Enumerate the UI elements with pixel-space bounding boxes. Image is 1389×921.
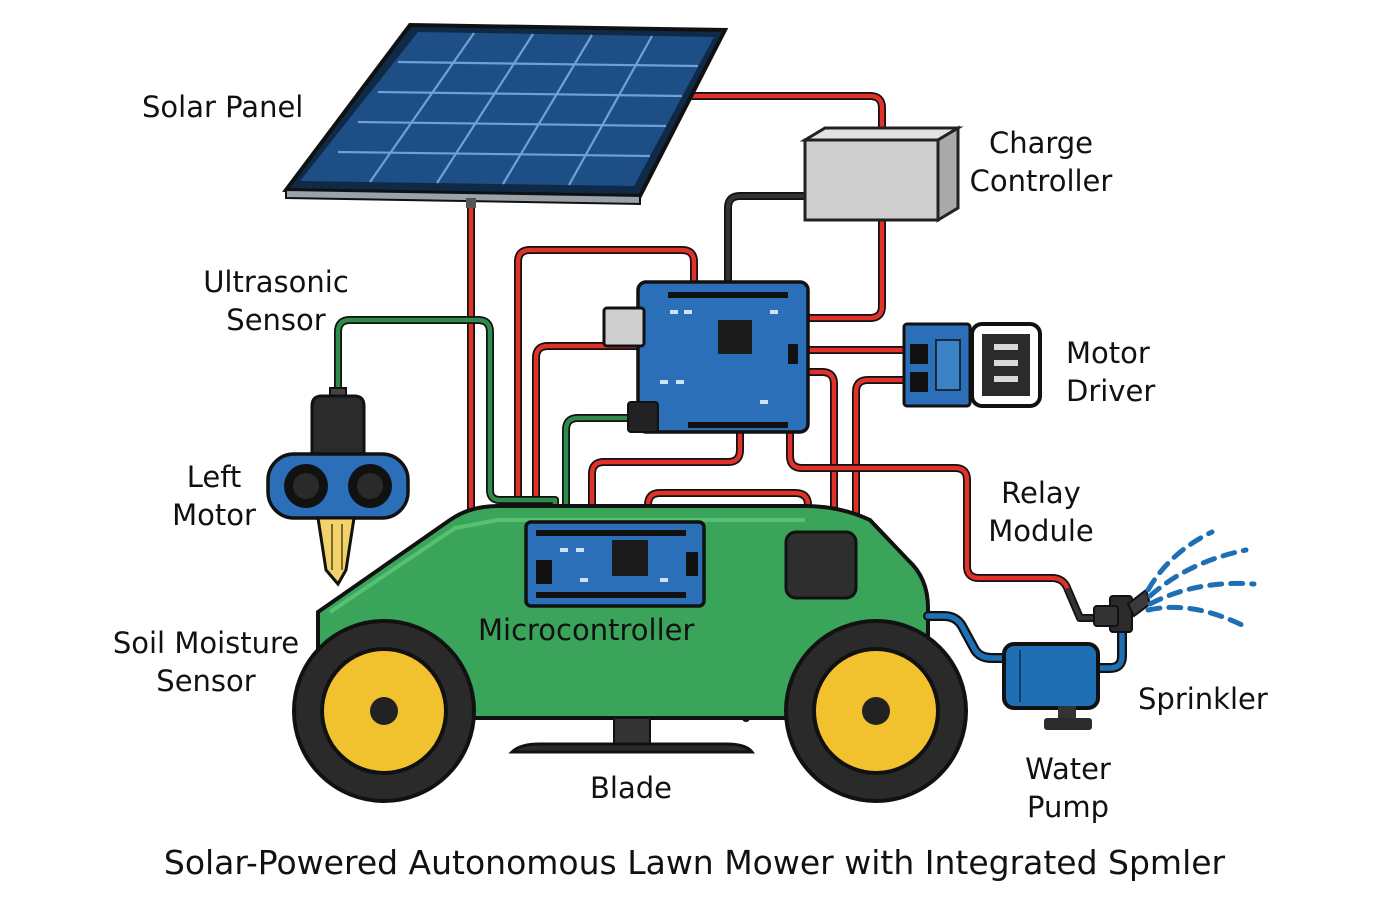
right-wheel [784, 619, 968, 803]
label-soil-moisture-line2: Sensor [156, 664, 256, 698]
water-pipes [923, 611, 1127, 673]
arduino-board [602, 280, 810, 434]
label-charge-controller-line1: Charge [988, 126, 1094, 160]
label-sprinkler: Sprinkler [1138, 682, 1268, 716]
diagram-caption: Solar-Powered Autonomous Lawn Mower with… [163, 843, 1226, 882]
label-left-motor-line1: Left [186, 460, 242, 494]
wire-solar-to-charge [686, 92, 886, 134]
label-relay-module-line2: Module [988, 514, 1094, 548]
blade [508, 717, 756, 754]
wires [334, 92, 1099, 722]
label-water-pump-line2: Pump [1026, 790, 1109, 824]
label-motor-driver: Motor Driver [1066, 334, 1155, 410]
charge-controller [799, 125, 964, 223]
label-solar-panel: Solar Panel [142, 90, 304, 124]
label-relay-module: Relay Module [978, 474, 1104, 550]
label-soil-moisture-line1: Soil Moisture [112, 626, 300, 660]
relay-box [784, 530, 858, 600]
label-ultrasonic-line2: Sensor [226, 303, 326, 337]
solar-panel [282, 22, 729, 208]
label-charge-controller-line2: Controller [969, 164, 1113, 198]
label-soil-moisture-sensor: Soil Moisture Sensor [104, 624, 308, 700]
wire-charge-to-board [724, 192, 809, 286]
label-ultrasonic-line1: Ultrasonic [203, 265, 349, 299]
label-water-pump: Water Pump [1016, 750, 1120, 826]
motor-driver [902, 322, 1042, 408]
sprinkler [1093, 588, 1152, 633]
label-microcontroller: Microcontroller [478, 613, 695, 647]
label-ultrasonic-sensor: Ultrasonic Sensor [196, 263, 356, 339]
label-charge-controller: Charge Controller [966, 124, 1116, 200]
water-spray [1145, 529, 1257, 631]
label-motor-driver-line2: Driver [1066, 374, 1156, 408]
microcontroller-board [524, 520, 706, 608]
water-pump [1002, 642, 1100, 730]
mower-body [316, 504, 930, 720]
label-blade: Blade [590, 771, 672, 805]
label-water-pump-line1: Water [1025, 752, 1111, 786]
ultrasonic-sensor [266, 387, 410, 587]
label-motor-driver-line1: Motor [1066, 336, 1150, 370]
wire-charge-to-board-red [796, 216, 886, 322]
left-wheel [292, 619, 476, 803]
label-left-motor: Left Motor [166, 458, 262, 534]
label-relay-module-line1: Relay [1001, 476, 1081, 510]
label-left-motor-line2: Motor [172, 498, 256, 532]
